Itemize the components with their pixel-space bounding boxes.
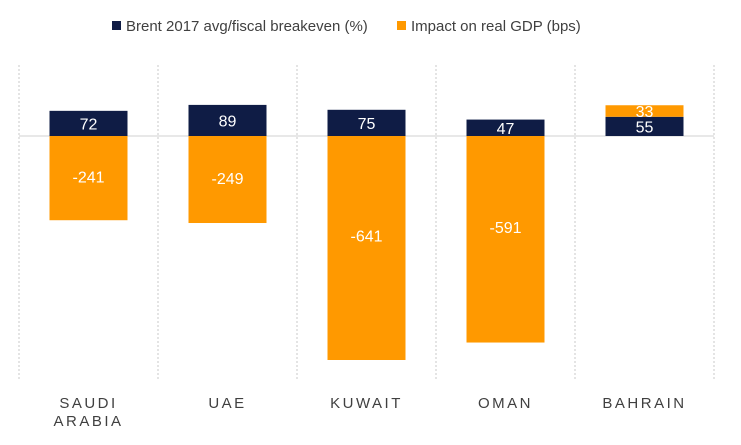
data-label-0-3: 47 — [497, 121, 515, 138]
category-label: ARABIA — [53, 413, 123, 430]
bars — [49, 104, 684, 360]
data-label-1-1: -249 — [211, 171, 243, 188]
category-label: BAHRAIN — [602, 395, 686, 412]
bar-1-4 — [605, 105, 684, 117]
legend-label-0: Brent 2017 avg/fiscal breakeven (%) — [126, 18, 368, 35]
bar-1-3 — [466, 136, 545, 343]
bar-0-4 — [605, 116, 684, 136]
bar-0-2 — [327, 109, 406, 136]
bar-0-1 — [188, 104, 267, 136]
category-label: OMAN — [478, 395, 533, 412]
data-label-0-2: 75 — [358, 116, 376, 133]
legend: Brent 2017 avg/fiscal breakeven (%) Impac… — [112, 18, 581, 35]
data-label-0-0: 72 — [80, 116, 98, 133]
bar-0-3 — [466, 119, 545, 136]
bar-0-0 — [49, 110, 128, 136]
bar-1-1 — [188, 136, 267, 224]
data-label-1-3: -591 — [489, 220, 521, 237]
category-label: UAE — [208, 395, 246, 412]
data-label-1-4: 33 — [636, 104, 654, 121]
legend-label-1: Impact on real GDP (bps) — [411, 18, 581, 35]
bar-1-0 — [49, 136, 128, 221]
bar-1-2 — [327, 136, 406, 360]
data-label-0-4: 55 — [636, 119, 654, 136]
category-label: KUWAIT — [330, 395, 403, 412]
data-label-1-0: -241 — [72, 169, 104, 186]
legend-swatch-0 — [112, 21, 121, 30]
data-label-1-2: -641 — [350, 228, 382, 245]
category-label: SAUDI — [59, 395, 117, 412]
data-label-0-1: 89 — [219, 113, 237, 130]
legend-swatch-1 — [397, 21, 406, 30]
